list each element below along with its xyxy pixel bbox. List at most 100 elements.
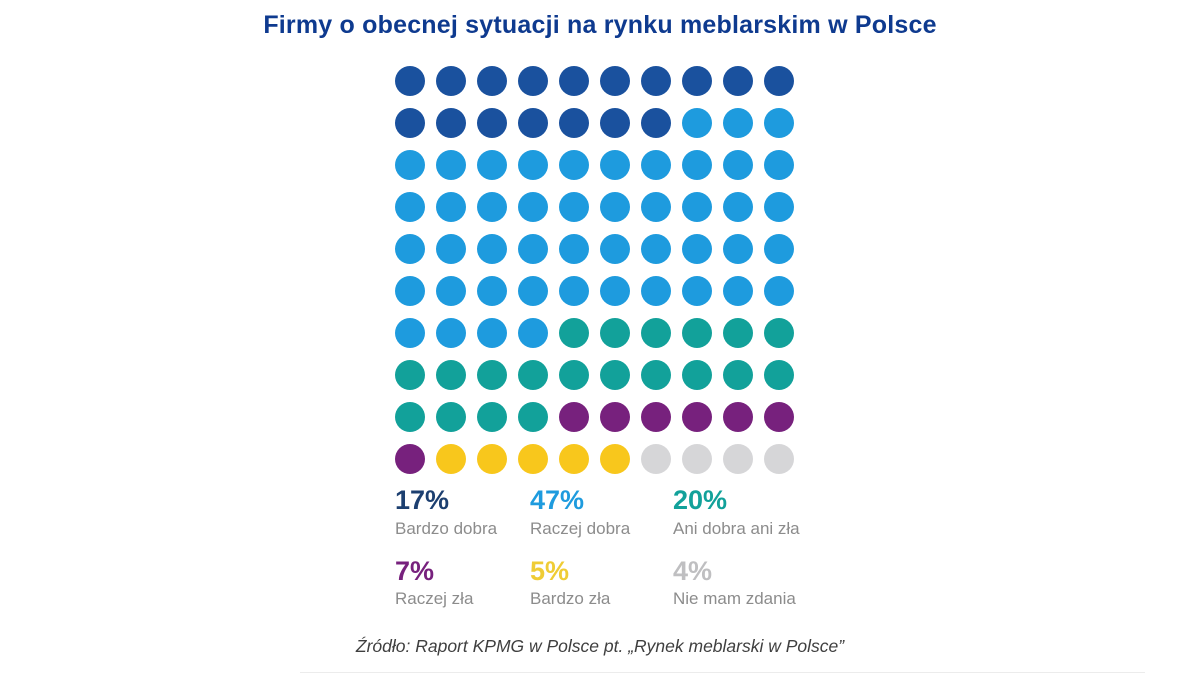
waffle-dot-raczej-zla xyxy=(764,402,794,432)
waffle-dot-bardzo-zla xyxy=(600,444,630,474)
waffle-dot-raczej-dobra xyxy=(477,192,507,222)
waffle-dot-bardzo-dobra xyxy=(477,66,507,96)
legend-value-bardzo-zla: 5% xyxy=(530,555,570,586)
waffle-dot-ani-dobra-ani-zla xyxy=(477,402,507,432)
waffle-dot-ani-dobra-ani-zla xyxy=(518,402,548,432)
waffle-dot-raczej-zla xyxy=(682,402,712,432)
waffle-dot-raczej-dobra xyxy=(395,276,425,306)
waffle-dot-raczej-dobra xyxy=(477,234,507,264)
waffle-dot-ani-dobra-ani-zla xyxy=(682,318,712,348)
waffle-dot-raczej-dobra xyxy=(682,150,712,180)
waffle-dot-raczej-dobra xyxy=(764,234,794,264)
waffle-dot-raczej-dobra xyxy=(723,192,753,222)
waffle-dot-raczej-zla xyxy=(395,444,425,474)
legend: 17% Bardzo dobra 47% Raczej dobra 20% Ani dob… xyxy=(395,485,800,610)
waffle-dot-bardzo-dobra xyxy=(559,66,589,96)
waffle-dot-raczej-dobra xyxy=(395,318,425,348)
waffle-dot-bardzo-dobra xyxy=(518,108,548,138)
legend-item-nie-mam-zdania: 4% Nie mam zdania xyxy=(673,555,800,610)
waffle-dot-raczej-dobra xyxy=(559,192,589,222)
waffle-dot-raczej-dobra xyxy=(600,234,630,264)
waffle-dot-bardzo-dobra xyxy=(641,108,671,138)
waffle-dot-raczej-zla xyxy=(600,402,630,432)
waffle-dot-bardzo-dobra xyxy=(477,108,507,138)
waffle-dot-bardzo-dobra xyxy=(395,66,425,96)
waffle-dot-ani-dobra-ani-zla xyxy=(641,318,671,348)
legend-item-raczej-zla: 7% Raczej zła xyxy=(395,556,530,610)
waffle-dot-nie-mam-zdania xyxy=(641,444,671,474)
waffle-dot-raczej-dobra xyxy=(518,318,548,348)
waffle-dot-bardzo-dobra xyxy=(600,108,630,138)
legend-value-ani-dobra-ani-zla: 20% xyxy=(673,485,728,515)
waffle-dot-raczej-dobra xyxy=(682,276,712,306)
chart-title: Firmy o obecnej sytuacji na rynku meblar… xyxy=(263,11,937,39)
waffle-dot-bardzo-zla xyxy=(477,444,507,474)
waffle-dot-raczej-dobra xyxy=(641,276,671,306)
legend-value-bardzo-dobra: 17% xyxy=(395,485,450,515)
waffle-dot-bardzo-dobra xyxy=(600,66,630,96)
waffle-dot-bardzo-zla xyxy=(518,444,548,474)
waffle-dot-raczej-dobra xyxy=(559,150,589,180)
legend-label-nie-mam-zdania: Nie mam zdania xyxy=(673,589,796,609)
legend-item-raczej-dobra: 47% Raczej dobra xyxy=(530,485,673,539)
waffle-dot-ani-dobra-ani-zla xyxy=(764,360,794,390)
waffle-dot-raczej-dobra xyxy=(395,150,425,180)
waffle-dot-bardzo-dobra xyxy=(436,66,466,96)
waffle-dot-bardzo-dobra xyxy=(518,66,548,96)
legend-item-bardzo-zla: 5% Bardzo zła xyxy=(530,555,673,610)
waffle-dot-ani-dobra-ani-zla xyxy=(477,360,507,390)
legend-value-raczej-dobra: 47% xyxy=(530,485,585,515)
legend-label-raczej-dobra: Raczej dobra xyxy=(530,518,631,538)
waffle-dot-ani-dobra-ani-zla xyxy=(518,360,548,390)
waffle-dot-bardzo-zla xyxy=(559,444,589,474)
waffle-dot-ani-dobra-ani-zla xyxy=(559,360,589,390)
waffle-dot-nie-mam-zdania xyxy=(723,444,753,474)
waffle-dot-raczej-dobra xyxy=(764,192,794,222)
waffle-dot-ani-dobra-ani-zla xyxy=(395,402,425,432)
waffle-dot-raczej-zla xyxy=(723,402,753,432)
waffle-dot-ani-dobra-ani-zla xyxy=(436,360,466,390)
waffle-dot-nie-mam-zdania xyxy=(764,444,794,474)
waffle-dot-ani-dobra-ani-zla xyxy=(723,318,753,348)
waffle-dot-raczej-dobra xyxy=(600,192,630,222)
waffle-dot-raczej-dobra xyxy=(682,234,712,264)
waffle-dot-bardzo-zla xyxy=(436,444,466,474)
waffle-dot-raczej-dobra xyxy=(723,108,753,138)
waffle-dot-bardzo-dobra xyxy=(436,108,466,138)
waffle-dot-ani-dobra-ani-zla xyxy=(682,360,712,390)
legend-value-nie-mam-zdania: 4% xyxy=(673,555,713,586)
waffle-dot-bardzo-dobra xyxy=(764,66,794,96)
waffle-dot-raczej-dobra xyxy=(518,150,548,180)
source-caption: Źródło: Raport KPMG w Polsce pt. „Rynek … xyxy=(355,636,845,656)
waffle-dot-raczej-dobra xyxy=(436,192,466,222)
waffle-dot-ani-dobra-ani-zla xyxy=(395,360,425,390)
waffle-dot-bardzo-dobra xyxy=(723,66,753,96)
waffle-dot-raczej-dobra xyxy=(764,150,794,180)
waffle-dot-raczej-dobra xyxy=(477,276,507,306)
waffle-dot-raczej-dobra xyxy=(477,318,507,348)
waffle-dot-raczej-dobra xyxy=(518,234,548,264)
waffle-dot-raczej-zla xyxy=(559,402,589,432)
waffle-dot-ani-dobra-ani-zla xyxy=(600,360,630,390)
waffle-dot-raczej-dobra xyxy=(723,150,753,180)
waffle-dot-raczej-dobra xyxy=(559,276,589,306)
waffle-dot-ani-dobra-ani-zla xyxy=(559,318,589,348)
bottom-hairline xyxy=(300,672,1145,673)
waffle-dot-bardzo-dobra xyxy=(682,66,712,96)
waffle-dot-raczej-dobra xyxy=(600,276,630,306)
waffle-dot-raczej-dobra xyxy=(641,150,671,180)
waffle-dot-raczej-dobra xyxy=(641,234,671,264)
waffle-dot-ani-dobra-ani-zla xyxy=(600,318,630,348)
waffle-dot-bardzo-dobra xyxy=(395,108,425,138)
waffle-dot-raczej-dobra xyxy=(436,276,466,306)
waffle-dot-raczej-dobra xyxy=(518,276,548,306)
waffle-dot-raczej-dobra xyxy=(559,234,589,264)
waffle-dot-raczej-dobra xyxy=(723,234,753,264)
waffle-dot-raczej-dobra xyxy=(395,234,425,264)
waffle-dot-raczej-dobra xyxy=(518,192,548,222)
waffle-grid xyxy=(395,66,794,474)
waffle-dot-raczej-dobra xyxy=(395,192,425,222)
waffle-dot-raczej-dobra xyxy=(600,150,630,180)
legend-label-bardzo-dobra: Bardzo dobra xyxy=(395,518,498,538)
